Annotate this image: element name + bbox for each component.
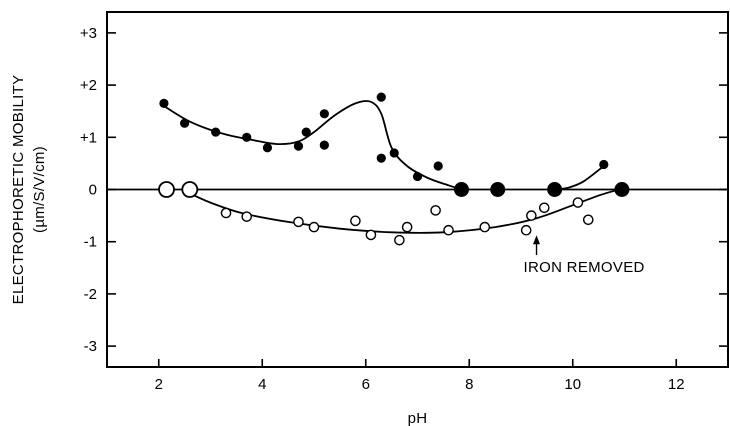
x-tick-label: 12 [668, 376, 685, 393]
open-data-point [520, 224, 532, 236]
filled-data-point [262, 143, 273, 153]
y-tick-label: -3 [84, 338, 97, 355]
x-tick-label: 4 [258, 376, 266, 393]
y-tick-label: +1 [80, 129, 97, 146]
filled-data-point [599, 159, 609, 170]
x-tick-label: 2 [155, 376, 163, 393]
filled-data-point [159, 98, 169, 108]
open-data-point [394, 234, 405, 246]
annotation-arrow-head [533, 235, 541, 245]
plot-area: 2 4 6 8 10 12 +3 +2 +1 0 -1 -2 -3 [80, 11, 729, 393]
open-data-point [538, 202, 550, 214]
large-open-data-point [181, 181, 199, 198]
filled-data-point [433, 161, 443, 171]
y-tick-label: 0 [89, 182, 97, 199]
open-data-point [582, 214, 594, 226]
x-tick-label: 10 [564, 376, 581, 393]
y-axis-title-line1: ELECTROPHORETIC MOBILITY [10, 75, 27, 305]
large-open-data-point [158, 181, 175, 198]
x-tick-label: 6 [362, 376, 370, 393]
open-data-point [365, 229, 377, 241]
open-data-point [526, 210, 537, 221]
series-1-curve2 [554, 165, 605, 191]
open-data-point [443, 224, 454, 236]
open-data-point [350, 215, 361, 227]
large-filled-data-point [453, 182, 469, 197]
open-data-point [479, 221, 491, 233]
open-data-point [241, 211, 253, 222]
filled-data-point [301, 127, 311, 137]
large-filled-data-point [547, 182, 563, 197]
filled-data-point [376, 153, 386, 163]
large-filled-data-point [490, 182, 506, 197]
open-data-point [572, 197, 584, 208]
filled-data-point [389, 148, 399, 158]
filled-data-point [242, 132, 252, 142]
x-tick-label: 8 [465, 376, 473, 393]
large-filled-data-point [614, 182, 630, 197]
y-tick-label: +2 [80, 77, 97, 94]
y-tick-label: -1 [84, 234, 97, 251]
filled-data-point [211, 127, 221, 137]
open-data-point [430, 205, 441, 216]
y-tick-label: -2 [84, 286, 97, 303]
open-data-point [220, 207, 232, 219]
open-data-point [401, 221, 413, 233]
filled-data-point [293, 141, 304, 151]
x-axis-title: pH [408, 410, 428, 426]
y-tick-label: +3 [80, 25, 97, 42]
filled-data-point [319, 140, 329, 150]
filled-data-point [180, 118, 190, 128]
filled-data-point [319, 109, 329, 119]
filled-data-point [412, 171, 423, 182]
open-data-point [308, 221, 320, 233]
y-axis-title-line2: (µm/S/V/cm) [31, 146, 48, 233]
iron-removed-annotation: IRON REMOVED [524, 259, 645, 276]
open-data-point [293, 216, 304, 228]
filled-data-point [376, 92, 386, 102]
